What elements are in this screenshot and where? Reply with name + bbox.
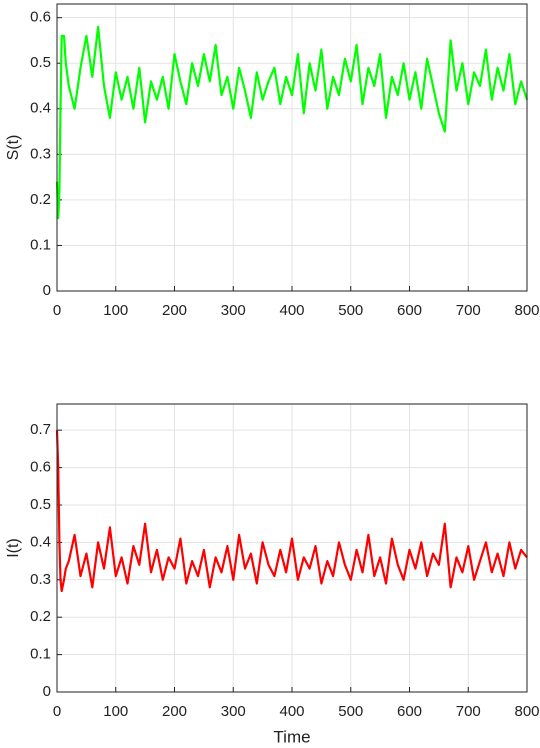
x-tick-label: 400 — [279, 302, 304, 319]
x-tick-label: 600 — [397, 703, 422, 720]
y-axis-label: I(t) — [5, 538, 22, 558]
x-tick-label: 500 — [338, 302, 363, 319]
x-tick-label: 200 — [162, 302, 187, 319]
y-tick-label: 0.4 — [30, 100, 51, 117]
y-tick-label: 0.3 — [30, 571, 51, 588]
x-tick-label: 600 — [397, 302, 422, 319]
x-tick-label: 200 — [162, 703, 187, 720]
x-tick-label: 100 — [103, 302, 128, 319]
y-tick-label: 0.7 — [30, 421, 51, 438]
y-tick-label: 0.1 — [30, 236, 51, 253]
x-tick-label: 400 — [279, 703, 304, 720]
x-tick-label: 800 — [514, 703, 539, 720]
x-tick-label: 500 — [338, 703, 363, 720]
y-tick-label: 0.1 — [30, 646, 51, 663]
x-tick-label: 300 — [221, 302, 246, 319]
y-axis-label: S(t) — [5, 135, 22, 161]
x-tick-label: 0 — [53, 703, 61, 720]
y-tick-label: 0 — [43, 683, 51, 700]
x-tick-label: 700 — [456, 703, 481, 720]
y-tick-label: 0.2 — [30, 608, 51, 625]
y-tick-label: 0.6 — [30, 9, 51, 26]
axes-frame — [56, 403, 528, 693]
x-tick-label: 100 — [103, 703, 128, 720]
y-tick-label: 0.5 — [30, 54, 51, 71]
y-tick-label: 0.2 — [30, 191, 51, 208]
x-axis-label: Time — [273, 727, 310, 746]
x-tick-label: 300 — [221, 703, 246, 720]
x-tick-label: 700 — [456, 302, 481, 319]
x-tick-label: 0 — [53, 302, 61, 319]
y-tick-label: 0.5 — [30, 496, 51, 513]
y-tick-label: 0.4 — [30, 533, 51, 550]
y-tick-label: 0.6 — [30, 459, 51, 476]
y-tick-label: 0 — [43, 282, 51, 299]
y-tick-label: 0.3 — [30, 145, 51, 162]
data-line — [55, 25, 529, 220]
x-tick-label: 800 — [514, 302, 539, 319]
axes-frame — [56, 3, 528, 292]
data-line — [55, 430, 528, 593]
